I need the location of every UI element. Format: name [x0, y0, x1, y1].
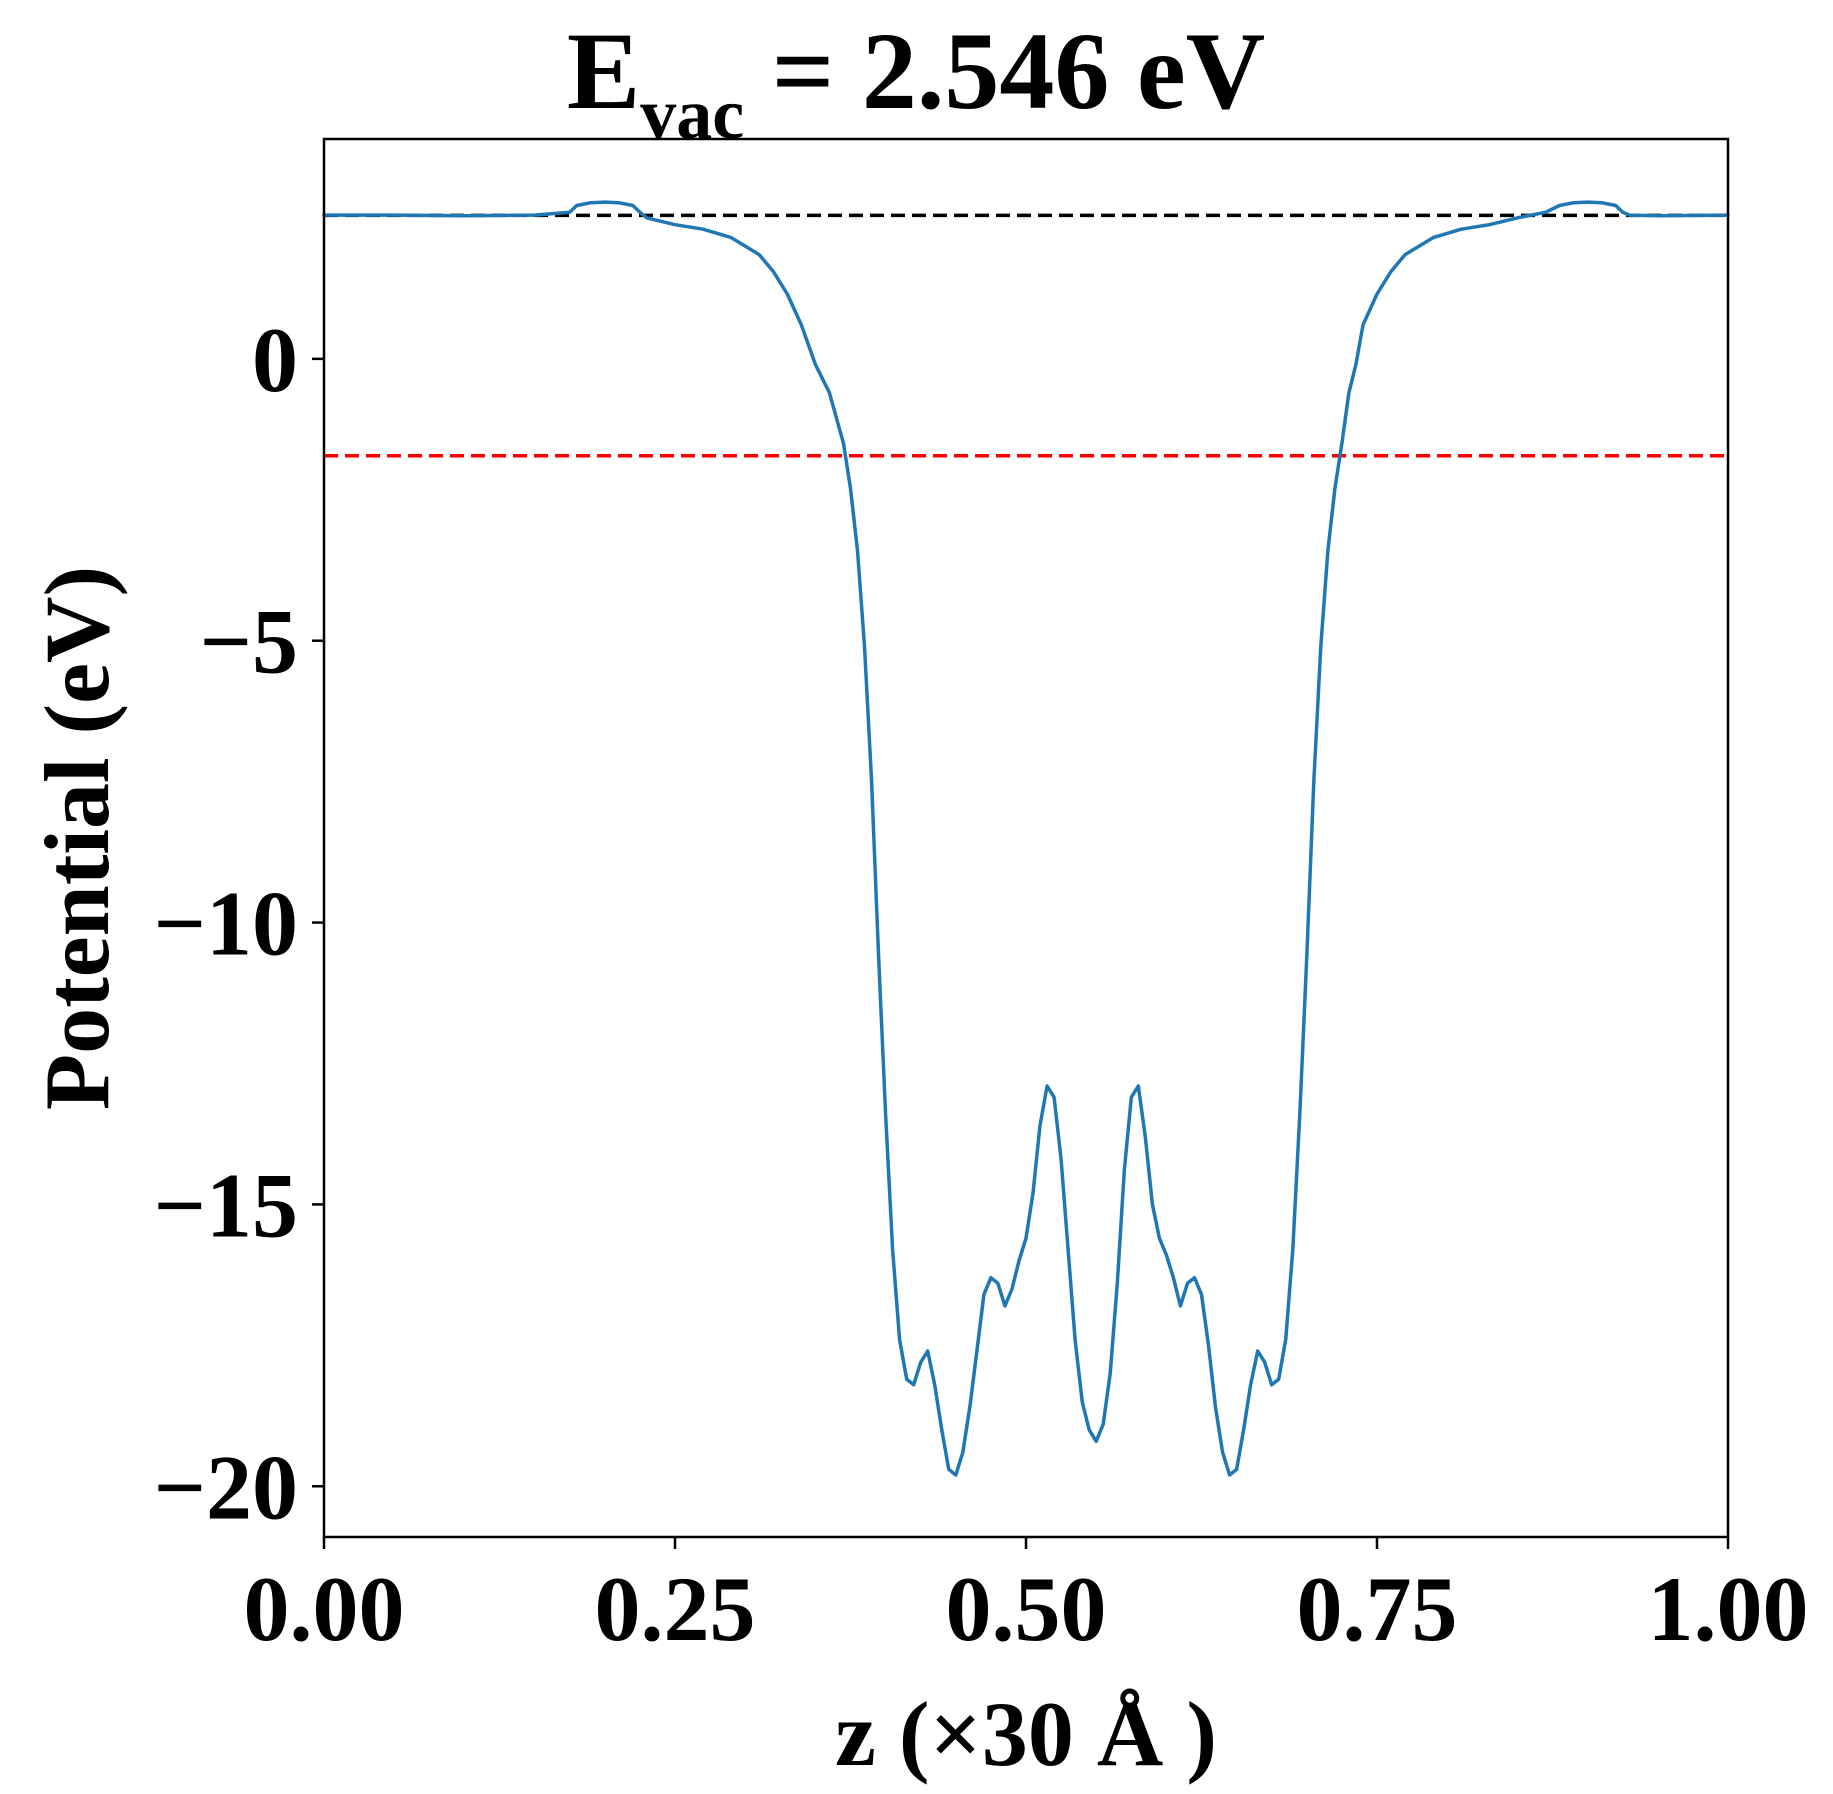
y-tick-label: −20: [154, 1436, 298, 1538]
y-tick-label: −5: [200, 591, 298, 693]
x-tick-label: 0.25: [595, 1558, 756, 1660]
chart-title: Evac = 2.546 eV: [567, 10, 1265, 154]
x-tick-label: 0.00: [244, 1558, 405, 1660]
title-rest: = 2.546 eV: [744, 10, 1265, 132]
x-tick-label: 0.75: [1297, 1558, 1458, 1660]
plot-frame: [322, 137, 1730, 1539]
reference-lines: [324, 213, 1728, 458]
y-axis-label: Potential (eV): [26, 566, 128, 1110]
title-main: E: [567, 10, 640, 132]
x-axis-ticks: 0.00 0.25 0.50 0.75 1.00: [244, 1537, 1809, 1660]
title-subscript: vac: [640, 74, 744, 154]
series-line-0: [322, 200, 1730, 1477]
series-layer: [322, 200, 1730, 1477]
x-axis-label: z (×30 Å ): [835, 1683, 1217, 1785]
y-axis-ticks: 0 −5 −10 −15 −20: [154, 309, 324, 1538]
y-tick-label: −15: [154, 1154, 298, 1256]
y-tick-label: 0: [252, 309, 298, 411]
y-tick-label: −10: [154, 873, 298, 975]
x-tick-label: 0.50: [946, 1558, 1107, 1660]
x-tick-label: 1.00: [1648, 1558, 1809, 1660]
